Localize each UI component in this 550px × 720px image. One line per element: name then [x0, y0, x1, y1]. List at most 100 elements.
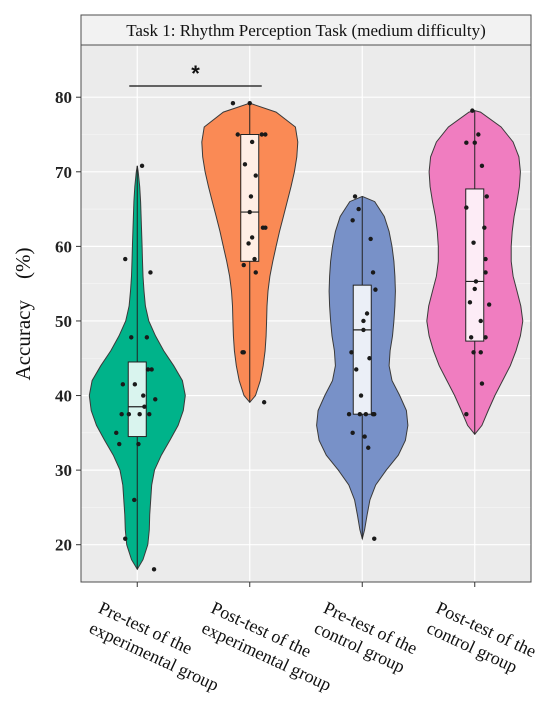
data-point: [486, 302, 492, 307]
data-point: [483, 270, 488, 275]
data-point: [242, 162, 248, 167]
chart-title: Task 1: Rhythm Perception Task (medium d…: [126, 21, 486, 40]
data-point: [148, 270, 153, 275]
data-point: [362, 434, 367, 439]
data-point: [241, 262, 246, 268]
significance-annotation: *: [129, 61, 262, 87]
data-point: [247, 209, 252, 215]
data-point: [149, 367, 154, 372]
data-point: [263, 225, 268, 230]
data-point: [346, 411, 352, 417]
data-point: [361, 327, 366, 333]
data-point: [151, 567, 157, 572]
plot-border: [80, 44, 532, 583]
data-point: [141, 393, 146, 398]
data-point: [145, 367, 151, 372]
data-point: [350, 218, 355, 223]
x-tick-label: Post-test of thecontrol group: [424, 597, 540, 681]
data-point: [370, 411, 376, 417]
data-point: [478, 318, 483, 324]
title-strip: [80, 14, 532, 46]
data-point: [249, 139, 255, 145]
data-point: [126, 411, 132, 417]
y-tick-label: 20: [55, 536, 72, 555]
data-point: [479, 381, 485, 386]
data-point: [479, 163, 485, 169]
data-point: [373, 287, 378, 292]
significance-star: *: [191, 61, 200, 86]
data-point: [129, 335, 134, 340]
data-point: [367, 356, 372, 361]
data-point: [259, 132, 264, 137]
data-point: [464, 411, 469, 417]
data-point: [356, 206, 361, 212]
y-axis: 20 30 40 50 60 70 80: [55, 88, 81, 555]
data-point: [473, 279, 479, 284]
data-point: [366, 445, 371, 450]
data-point: [484, 194, 489, 199]
data-point: [120, 382, 126, 387]
data-point: [142, 404, 147, 409]
data-point: [368, 236, 373, 242]
data-point: [230, 100, 236, 106]
data-point: [363, 411, 369, 417]
y-tick-label: 30: [55, 461, 72, 480]
data-point: [247, 100, 252, 106]
data-point: [467, 300, 473, 305]
data-point: [117, 441, 122, 447]
data-point: [354, 367, 359, 372]
box-iqr: [465, 188, 485, 342]
data-point: [123, 256, 128, 262]
data-point: [123, 536, 128, 541]
data-point: [235, 132, 240, 137]
data-point: [483, 256, 488, 262]
data-point: [370, 270, 376, 275]
data-point: [144, 335, 150, 340]
y-tick-label: 40: [55, 387, 72, 406]
data-point: [472, 140, 477, 145]
data-point: [261, 400, 267, 405]
data-point: [246, 241, 251, 246]
y-tick-label: 50: [55, 312, 72, 331]
y-tick-label: 80: [55, 88, 72, 107]
data-point: [252, 256, 257, 262]
data-point: [471, 240, 476, 245]
data-points: [114, 100, 492, 572]
data-point: [358, 393, 364, 398]
data-point: [139, 163, 145, 169]
y-axis-title: Accuracy (%): [11, 248, 35, 381]
data-point: [253, 173, 258, 178]
x-tick-label: Pre-test of thecontrol group: [311, 597, 420, 678]
data-point: [114, 430, 119, 436]
data-point: [361, 318, 366, 324]
box-iqr: [352, 284, 372, 415]
data-point: [478, 350, 483, 355]
data-point: [483, 335, 488, 340]
data-point: [249, 235, 255, 240]
data-point: [464, 140, 469, 145]
data-point: [350, 430, 355, 436]
data-point: [468, 335, 474, 340]
data-point: [253, 270, 258, 275]
y-tick-label: 70: [55, 163, 72, 182]
data-point: [482, 225, 487, 230]
data-point: [137, 411, 142, 417]
data-point: [119, 411, 124, 417]
box-iqr: [127, 361, 147, 438]
data-point: [471, 350, 476, 355]
data-point: [153, 397, 158, 402]
data-point: [263, 132, 268, 137]
data-point: [147, 411, 152, 417]
data-point: [464, 205, 469, 210]
data-point: [132, 382, 138, 387]
data-point: [470, 108, 475, 113]
data-point: [476, 132, 481, 137]
y-tick-label: 60: [55, 237, 72, 256]
data-point: [472, 286, 477, 292]
data-point: [136, 441, 141, 447]
data-point: [132, 497, 137, 503]
data-point: [248, 194, 254, 199]
data-point: [349, 350, 354, 355]
x-axis: Pre-test of theexperimental groupPost-te…: [86, 582, 539, 695]
